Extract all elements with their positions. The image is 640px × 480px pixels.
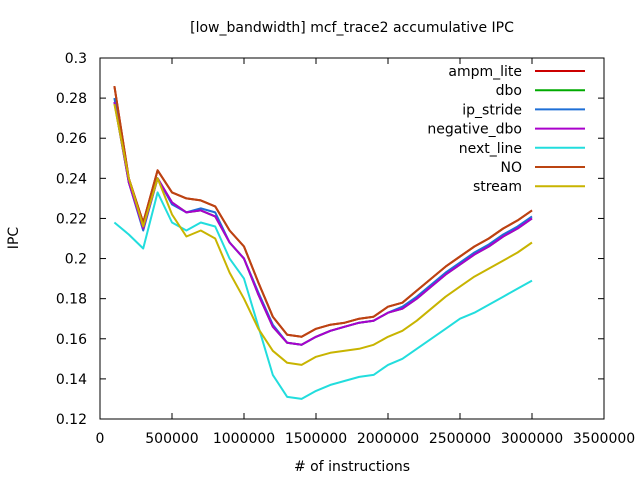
x-tick-label: 3500000: [573, 431, 635, 447]
y-tick-label: 0.14: [56, 372, 87, 388]
series-line-negative-dbo: [113, 101, 533, 346]
chart-title: [low_bandwidth] mcf_trace2 accumulative …: [190, 20, 514, 36]
x-tick-label: 0: [96, 431, 105, 447]
x-tick-label: 2500000: [429, 431, 491, 447]
x-tick-label: 500000: [145, 431, 198, 447]
x-tick-label: 3000000: [501, 431, 563, 447]
legend-label: ampm_lite: [448, 64, 522, 80]
x-tick-label: 2000000: [357, 431, 419, 447]
legend-label: ip_stride: [462, 102, 522, 118]
legend-label: stream: [473, 179, 522, 195]
x-tick-label: 1500000: [285, 431, 347, 447]
plot-frame: [99, 57, 605, 420]
axis-ticks: 0.12 0.14 0.16 0.18 0.2 0.22 0.24 0.26 0.28 0.3 0 5…: [56, 51, 635, 447]
legend-label: next_line: [459, 141, 522, 157]
y-tick-label: 0.24: [56, 171, 87, 187]
y-tick-label: 0.2: [65, 252, 87, 268]
series-line-next-line: [113, 191, 533, 400]
series-line-stream: [113, 103, 533, 366]
legend-label: dbo: [496, 83, 522, 99]
x-axis-label: # of instructions: [294, 459, 410, 475]
y-tick-label: 0.26: [56, 131, 87, 147]
y-axis-label: IPC: [6, 227, 22, 250]
x-tick-label: 1000000: [213, 431, 275, 447]
y-tick-label: 0.18: [56, 292, 87, 308]
y-tick-label: 0.16: [56, 332, 87, 348]
series-lines: [113, 85, 533, 400]
legend-label: negative_dbo: [427, 122, 522, 138]
legend-label: NO: [501, 160, 523, 176]
y-tick-label: 0.3: [65, 51, 87, 67]
series-line-no: [113, 85, 533, 338]
y-tick-label: 0.22: [56, 211, 87, 227]
y-tick-label: 0.12: [56, 412, 87, 428]
y-tick-label: 0.28: [56, 91, 87, 107]
